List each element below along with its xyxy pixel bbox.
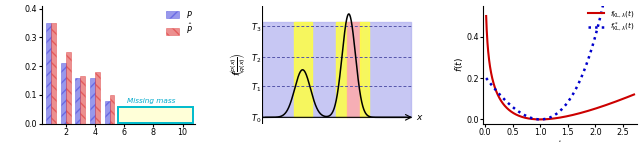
Bar xyxy=(46,23,51,124)
Bar xyxy=(124,116,129,124)
$f_{\mathrm{KL},\lambda}(t)$ xyxy=(610,102,618,103)
Bar xyxy=(118,107,193,123)
Bar xyxy=(109,95,115,124)
$f^*_{\mathrm{KL},\lambda}(t)$ xyxy=(572,88,580,89)
$f_{\mathrm{KL},\lambda}(t)$ xyxy=(483,15,490,17)
Text: $x$: $x$ xyxy=(416,113,424,122)
$f_{\mathrm{KL},\lambda}(t)$ xyxy=(536,119,544,120)
Bar xyxy=(134,119,139,124)
Y-axis label: $f\!\left(\!\frac{p(x)}{q(x)}\!\right)$: $f\!\left(\!\frac{p(x)}{q(x)}\!\right)$ xyxy=(228,53,248,76)
Bar xyxy=(51,23,56,124)
$f^*_{\mathrm{KL},\lambda}(t)$ xyxy=(595,23,602,25)
Bar xyxy=(182,122,188,124)
Text: Missing mass: Missing mass xyxy=(127,98,175,104)
Bar xyxy=(168,121,173,124)
Bar xyxy=(95,72,100,124)
$f^*_{\mathrm{KL},\lambda}(t)$ xyxy=(483,77,490,79)
Y-axis label: $f(t)$: $f(t)$ xyxy=(453,57,465,72)
Legend: $f_{\mathrm{KL},\lambda}(t)$, $f^*_{\mathrm{KL},\lambda}(t)$: $f_{\mathrm{KL},\lambda}(t)$, $f^*_{\mat… xyxy=(588,8,635,35)
$f^*_{\mathrm{KL},\lambda}(t)$ xyxy=(568,95,576,96)
$f_{\mathrm{KL},\lambda}(t)$ xyxy=(568,114,576,116)
Bar xyxy=(154,119,158,124)
Bar xyxy=(80,76,85,124)
$f^*_{\mathrm{KL},\lambda}(t)$ xyxy=(492,88,499,90)
$f_{\mathrm{KL},\lambda}(t)$ xyxy=(572,113,580,115)
Bar xyxy=(139,118,143,124)
$f_{\mathrm{KL},\lambda}(t)$ xyxy=(492,88,499,89)
Bar xyxy=(66,52,70,124)
Bar xyxy=(61,63,66,124)
Legend: $P$, $\hat{P}$: $P$, $\hat{P}$ xyxy=(166,9,193,36)
Bar xyxy=(119,118,124,124)
$f_{\mathrm{KL},\lambda}(t)$ xyxy=(577,112,584,114)
Bar xyxy=(90,78,95,124)
$f^*_{\mathrm{KL},\lambda}(t)$ xyxy=(577,78,584,80)
Bar xyxy=(148,121,154,124)
X-axis label: $t$: $t$ xyxy=(557,138,563,142)
Bar xyxy=(163,122,168,124)
Line: $f^*_{\mathrm{KL},\lambda}(t)$: $f^*_{\mathrm{KL},\lambda}(t)$ xyxy=(486,0,634,119)
$f^*_{\mathrm{KL},\lambda}(t)$ xyxy=(536,119,544,120)
Bar xyxy=(178,123,182,124)
Line: $f_{\mathrm{KL},\lambda}(t)$: $f_{\mathrm{KL},\lambda}(t)$ xyxy=(486,16,634,119)
$f_{\mathrm{KL},\lambda}(t)$ xyxy=(595,107,602,108)
Bar xyxy=(105,101,109,124)
Bar xyxy=(76,78,80,124)
$f_{\mathrm{KL},\lambda}(t)$ xyxy=(630,94,638,95)
